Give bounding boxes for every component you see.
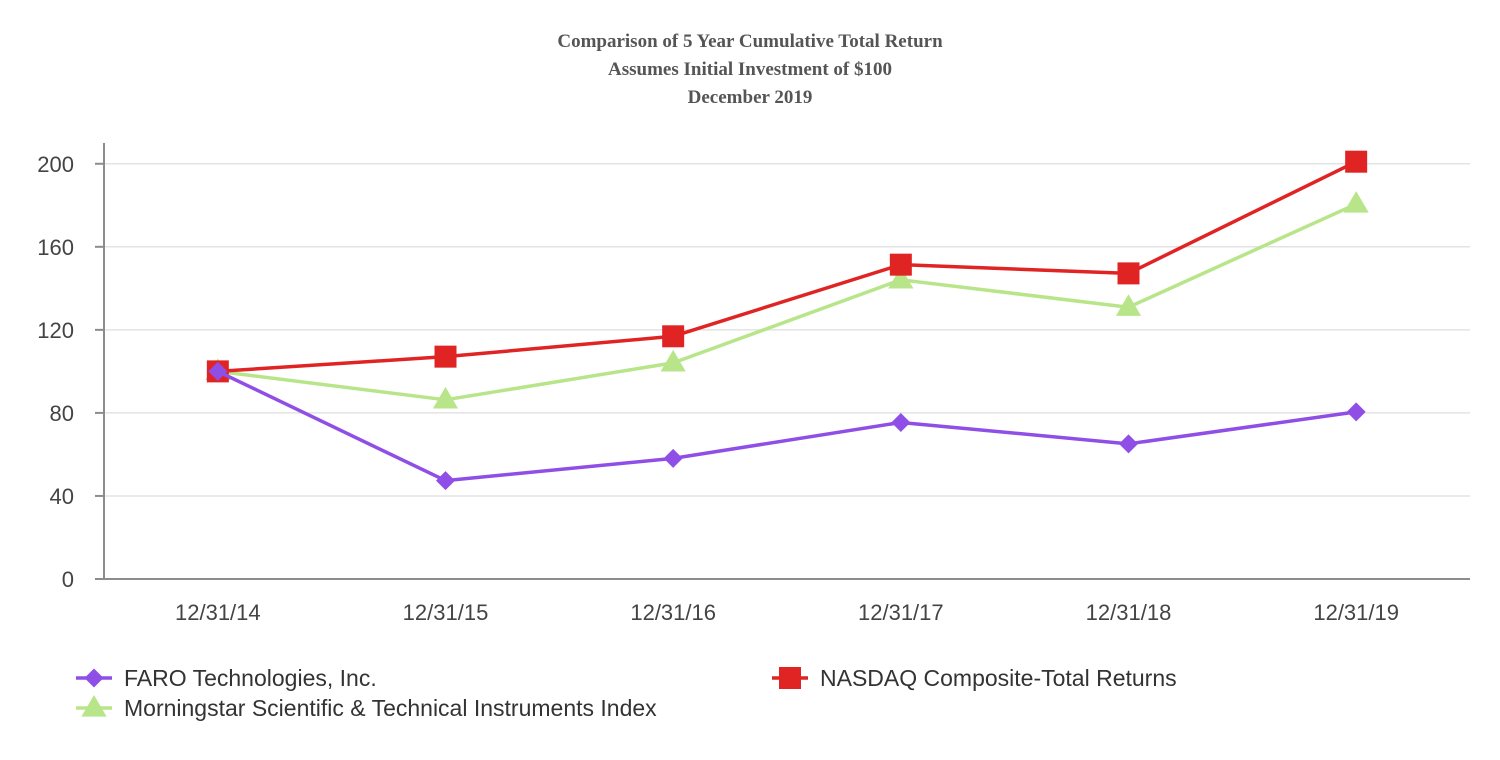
- x-tick-label-12-31-18: 12/31/18: [1086, 600, 1172, 625]
- legend: FARO Technologies, Inc. NASDAQ Composite-…: [76, 665, 1177, 721]
- series-nasdaq-composite-total-returns: [206, 150, 1368, 383]
- legend-item-nasdaq-composite-total-returns: NASDAQ Composite-Total Returns: [772, 665, 1177, 691]
- point-faro-technologies-inc-12-31-14: [208, 361, 228, 381]
- point-faro-technologies-inc-12-31-16: [663, 448, 683, 468]
- line-nasdaq-composite-total-returns: [217, 160, 1357, 374]
- line-faro-technologies-inc: [217, 369, 1357, 483]
- y-tick-label-0: 0: [62, 567, 74, 592]
- point-nasdaq-composite-total-returns-12-31-16: [662, 325, 685, 348]
- series-faro-technologies-inc: [208, 361, 1366, 491]
- legend-item-morningstar-scientific-technical-instruments-index: Morningstar Scientific & Technical Instr…: [76, 695, 657, 721]
- point-morningstar-scientific-technical-instruments-index-12-31-18: [1115, 294, 1142, 316]
- point-faro-technologies-inc-12-31-19: [1346, 402, 1366, 422]
- y-tick-label-120: 120: [37, 318, 74, 343]
- x-tick-labels: 12/31/14 12/31/15 12/31/16 12/31/17 12/31/18…: [175, 600, 1399, 625]
- point-morningstar-scientific-technical-instruments-index-12-31-15: [432, 386, 459, 409]
- point-nasdaq-composite-total-returns-12-31-19: [1345, 150, 1368, 173]
- point-morningstar-scientific-technical-instruments-index-12-31-19: [1343, 191, 1369, 213]
- point-nasdaq-composite-total-returns-12-31-15: [434, 345, 457, 368]
- x-tick-label-12-31-17: 12/31/17: [858, 600, 944, 625]
- x-tick-label-12-31-14: 12/31/14: [175, 600, 261, 625]
- y-tick-label-40: 40: [50, 484, 74, 509]
- legend-label-nasdaq-composite-total-returns: NASDAQ Composite-Total Returns: [820, 665, 1177, 691]
- legend-label-faro-technologies-inc: FARO Technologies, Inc.: [124, 665, 377, 691]
- series-lines: [205, 150, 1369, 491]
- legend-marker-faro-technologies-inc: [84, 668, 104, 688]
- legend-label-morningstar-scientific-technical-instruments-index: Morningstar Scientific & Technical Instr…: [124, 695, 657, 721]
- y-tick-label-80: 80: [50, 401, 74, 426]
- point-nasdaq-composite-total-returns-12-31-18: [1117, 262, 1140, 285]
- x-tick-label-12-31-15: 12/31/15: [403, 600, 489, 625]
- y-tick-label-160: 160: [37, 235, 74, 260]
- legend-marker-nasdaq-composite-total-returns: [779, 667, 801, 689]
- chart-subtitle: Assumes Initial Investment of $100: [608, 59, 892, 80]
- legend-marker-morningstar-scientific-technical-instruments-index: [81, 695, 107, 717]
- point-faro-technologies-inc-12-31-18: [1119, 434, 1138, 454]
- x-tick-label-12-31-16: 12/31/16: [630, 600, 716, 625]
- chart-subtitle-date: December 2019: [688, 87, 813, 108]
- point-morningstar-scientific-technical-instruments-index-12-31-17: [888, 266, 914, 289]
- y-tick-label-200: 200: [37, 152, 74, 177]
- line-morningstar-scientific-technical-instruments-index: [217, 202, 1357, 402]
- point-faro-technologies-inc-12-31-17: [891, 412, 911, 432]
- point-morningstar-scientific-technical-instruments-index-12-31-16: [660, 349, 686, 372]
- axes: [95, 143, 1470, 580]
- chart-title: Comparison of 5 Year Cumulative Total Re…: [557, 31, 943, 52]
- point-nasdaq-composite-total-returns-12-31-17: [889, 253, 912, 276]
- x-tick-label-12-31-19: 12/31/19: [1313, 600, 1399, 625]
- gridlines: [104, 163, 1470, 497]
- y-tick-labels: 0 40 80 120 160 200: [37, 152, 74, 592]
- legend-item-faro-technologies-inc: FARO Technologies, Inc.: [76, 665, 377, 691]
- point-faro-technologies-inc-12-31-15: [436, 471, 455, 491]
